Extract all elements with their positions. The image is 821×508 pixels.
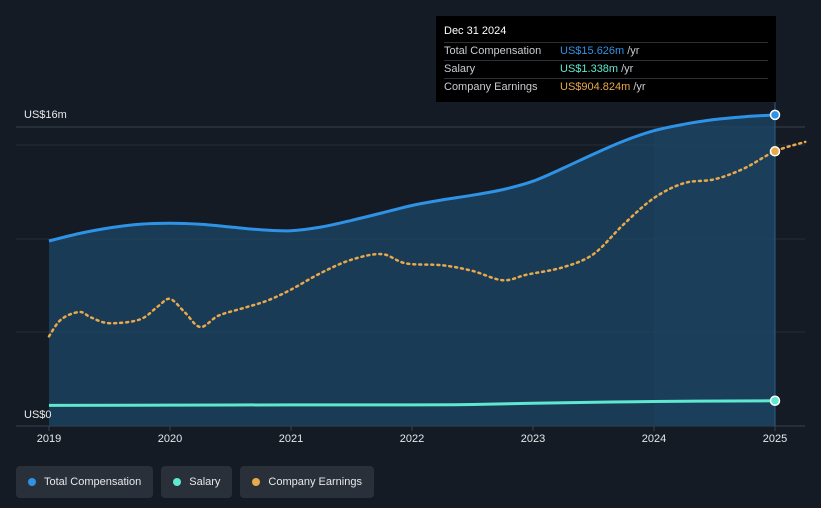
tooltip-unit: /yr xyxy=(633,81,646,93)
x-tick-label: 2021 xyxy=(279,433,303,445)
tooltip-label: Company Earnings xyxy=(444,81,538,93)
x-tick-label: 2024 xyxy=(642,433,666,445)
legend-dot-icon xyxy=(28,478,36,486)
salary-marker xyxy=(769,395,781,407)
company-earnings-line xyxy=(47,140,807,338)
legend: Total Compensation Salary Company Earnin… xyxy=(16,466,374,498)
legend-item-company-earnings[interactable]: Company Earnings xyxy=(240,466,374,498)
legend-label: Salary xyxy=(189,476,221,488)
legend-item-total-compensation[interactable]: Total Compensation xyxy=(16,466,154,498)
x-tick-label: 2019 xyxy=(37,433,61,445)
tooltip-row-company-earnings: Company Earnings US$904.824m /yr xyxy=(444,78,768,96)
tooltip-value: US$904.824m xyxy=(560,81,631,93)
x-tick-label: 2023 xyxy=(521,433,545,445)
x-tick-label: 2020 xyxy=(158,433,182,445)
total-compensation-area xyxy=(49,114,775,427)
legend-dot-icon xyxy=(252,478,261,486)
tooltip-label: Salary xyxy=(444,63,476,75)
total-compensation-marker xyxy=(769,109,781,121)
salary-line xyxy=(48,399,776,407)
tooltip-unit: /yr xyxy=(621,63,634,75)
x-axis-ticks: 2019 2020 2021 2022 2023 2024 2025 xyxy=(37,426,787,445)
x-tick-label: 2025 xyxy=(763,433,787,445)
tooltip-date: Dec 31 2024 xyxy=(444,25,507,37)
legend-item-salary[interactable]: Salary xyxy=(161,466,233,498)
end-markers xyxy=(769,109,781,407)
legend-label: Total Compensation xyxy=(44,476,142,488)
y-tick-label-top: US$16m xyxy=(24,109,67,121)
tooltip-value: US$15.626m xyxy=(560,45,625,57)
x-tick-label: 2022 xyxy=(400,433,424,445)
tooltip-row-total-compensation: Total Compensation US$15.626m /yr xyxy=(444,42,768,60)
total-compensation-line xyxy=(48,113,776,243)
tooltip-label: Total Compensation xyxy=(444,45,542,57)
tooltip-value: US$1.338m xyxy=(560,63,619,75)
tooltip: Dec 31 2024 Total Compensation US$15.626… xyxy=(436,16,776,102)
legend-dot-icon xyxy=(173,478,182,486)
legend-label: Company Earnings xyxy=(268,476,362,488)
tooltip-unit: /yr xyxy=(627,45,640,57)
tooltip-row-salary: Salary US$1.338m /yr xyxy=(444,60,768,78)
company-earnings-marker xyxy=(769,146,781,157)
y-tick-label-bottom: US$0 xyxy=(24,409,52,421)
